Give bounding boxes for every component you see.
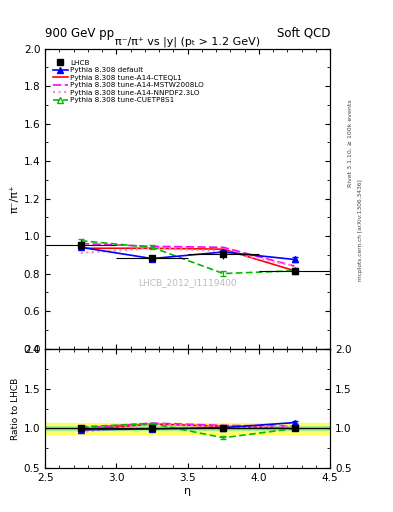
Bar <box>45 423 330 434</box>
Text: Soft QCD: Soft QCD <box>277 27 330 40</box>
Title: π⁻/π⁺ vs |y| (pₜ > 1.2 GeV): π⁻/π⁺ vs |y| (pₜ > 1.2 GeV) <box>115 36 260 47</box>
Legend: LHCB, Pythia 8.308 default, Pythia 8.308 tune-A14-CTEQL1, Pythia 8.308 tune-A14-: LHCB, Pythia 8.308 default, Pythia 8.308… <box>51 58 206 104</box>
Text: Rivet 3.1.10, ≥ 100k events: Rivet 3.1.10, ≥ 100k events <box>348 99 353 187</box>
Y-axis label: π⁻/π⁺: π⁻/π⁺ <box>9 184 20 213</box>
Text: mcplots.cern.ch [arXiv:1306.3436]: mcplots.cern.ch [arXiv:1306.3436] <box>358 180 363 281</box>
X-axis label: η: η <box>184 486 191 496</box>
Text: 900 GeV pp: 900 GeV pp <box>45 27 114 40</box>
Text: LHCB_2012_I1119400: LHCB_2012_I1119400 <box>138 278 237 287</box>
Y-axis label: Ratio to LHCB: Ratio to LHCB <box>11 377 20 440</box>
Bar <box>45 426 330 431</box>
